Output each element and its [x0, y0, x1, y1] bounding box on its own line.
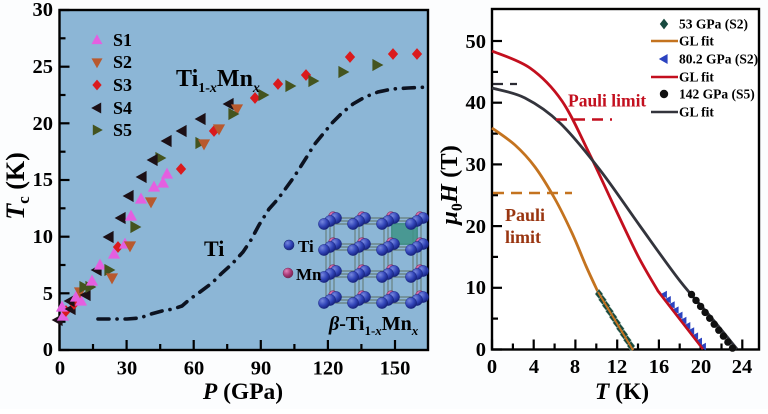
svg-text:120: 120 — [313, 358, 344, 380]
svg-text:0: 0 — [43, 339, 53, 361]
svg-text:5: 5 — [43, 283, 53, 305]
svg-text:S2: S2 — [113, 52, 132, 72]
svg-text:GL fit: GL fit — [679, 34, 714, 49]
svg-text:GL fit: GL fit — [679, 70, 714, 85]
svg-text:Pauli limit: Pauli limit — [568, 91, 646, 111]
svg-text:S1: S1 — [113, 30, 132, 50]
svg-text:8: 8 — [570, 356, 580, 378]
svg-text:Tc (K): Tc (K) — [1, 152, 33, 219]
svg-text:Mn: Mn — [296, 265, 322, 284]
svg-text:P (GPa): P (GPa) — [202, 379, 283, 405]
svg-text:10: 10 — [33, 226, 54, 248]
svg-text:0: 0 — [55, 358, 65, 380]
svg-text:Pauli: Pauli — [505, 205, 545, 225]
svg-text:150: 150 — [380, 358, 411, 380]
svg-text:4: 4 — [529, 356, 539, 378]
svg-text:50: 50 — [466, 31, 487, 53]
svg-text:β-Ti1-xMnx: β-Ti1-xMnx — [328, 313, 419, 338]
svg-text:60: 60 — [184, 358, 205, 380]
svg-text:80.2 GPa (S2): 80.2 GPa (S2) — [679, 52, 758, 67]
svg-text:0: 0 — [487, 356, 497, 378]
svg-text:10: 10 — [466, 277, 487, 299]
svg-text:S3: S3 — [113, 75, 132, 95]
svg-text:90: 90 — [251, 358, 272, 380]
svg-text:53 GPa (S2): 53 GPa (S2) — [679, 17, 748, 32]
svg-text:30: 30 — [466, 154, 487, 176]
svg-text:16: 16 — [649, 356, 670, 378]
svg-text:μ0H (T): μ0H (T) — [436, 145, 466, 227]
svg-text:24: 24 — [732, 356, 753, 378]
svg-text:20: 20 — [466, 216, 487, 238]
svg-text:12: 12 — [607, 356, 628, 378]
svg-text:15: 15 — [33, 169, 54, 191]
svg-text:Ti: Ti — [298, 237, 314, 256]
svg-text:limit: limit — [505, 227, 541, 247]
svg-text:Ti: Ti — [204, 236, 224, 261]
svg-text:40: 40 — [466, 92, 487, 114]
svg-text:GL fit: GL fit — [679, 105, 714, 120]
svg-text:30: 30 — [33, 0, 54, 21]
svg-text:20: 20 — [33, 113, 54, 135]
svg-text:Ti1-xMnx: Ti1-xMnx — [176, 66, 260, 96]
svg-text:20: 20 — [691, 356, 712, 378]
svg-text:S5: S5 — [113, 120, 132, 140]
svg-text:25: 25 — [33, 56, 54, 78]
svg-text:30: 30 — [117, 358, 138, 380]
svg-text:142 GPa (S5): 142 GPa (S5) — [679, 87, 755, 102]
svg-text:S4: S4 — [113, 98, 132, 118]
svg-text:0: 0 — [476, 339, 486, 361]
svg-text:T (K): T (K) — [595, 379, 649, 405]
